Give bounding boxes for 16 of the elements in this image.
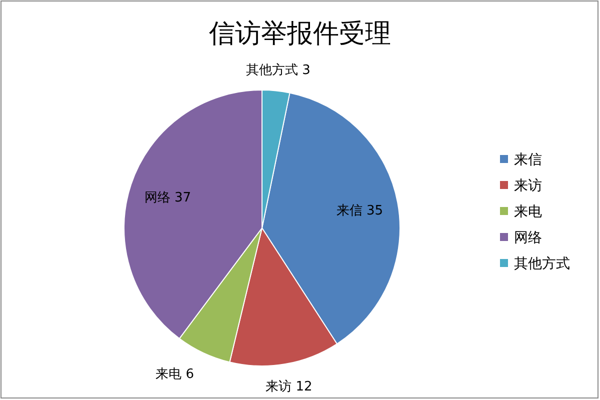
data-label: 12 [296,380,312,395]
legend-label: 来信 [514,152,542,168]
data-label: 35 [366,204,383,219]
legend-label: 网络 [514,230,542,246]
data-label: 3 [302,62,310,78]
slice-label: 来电 [156,366,186,382]
slice-label: 其他方式 [246,62,302,78]
chart-title: 信访举报件受理 [209,19,391,49]
slice-label: 来访 [266,378,296,395]
slice-label: 来信 [336,204,366,219]
slice-label: 网络 [144,190,175,206]
legend-label: 来访 [514,178,542,194]
legend-label: 来电 [514,204,542,220]
data-label: 6 [186,366,194,382]
legend-label: 其他方式 [514,256,570,272]
data-label: 37 [174,190,192,206]
